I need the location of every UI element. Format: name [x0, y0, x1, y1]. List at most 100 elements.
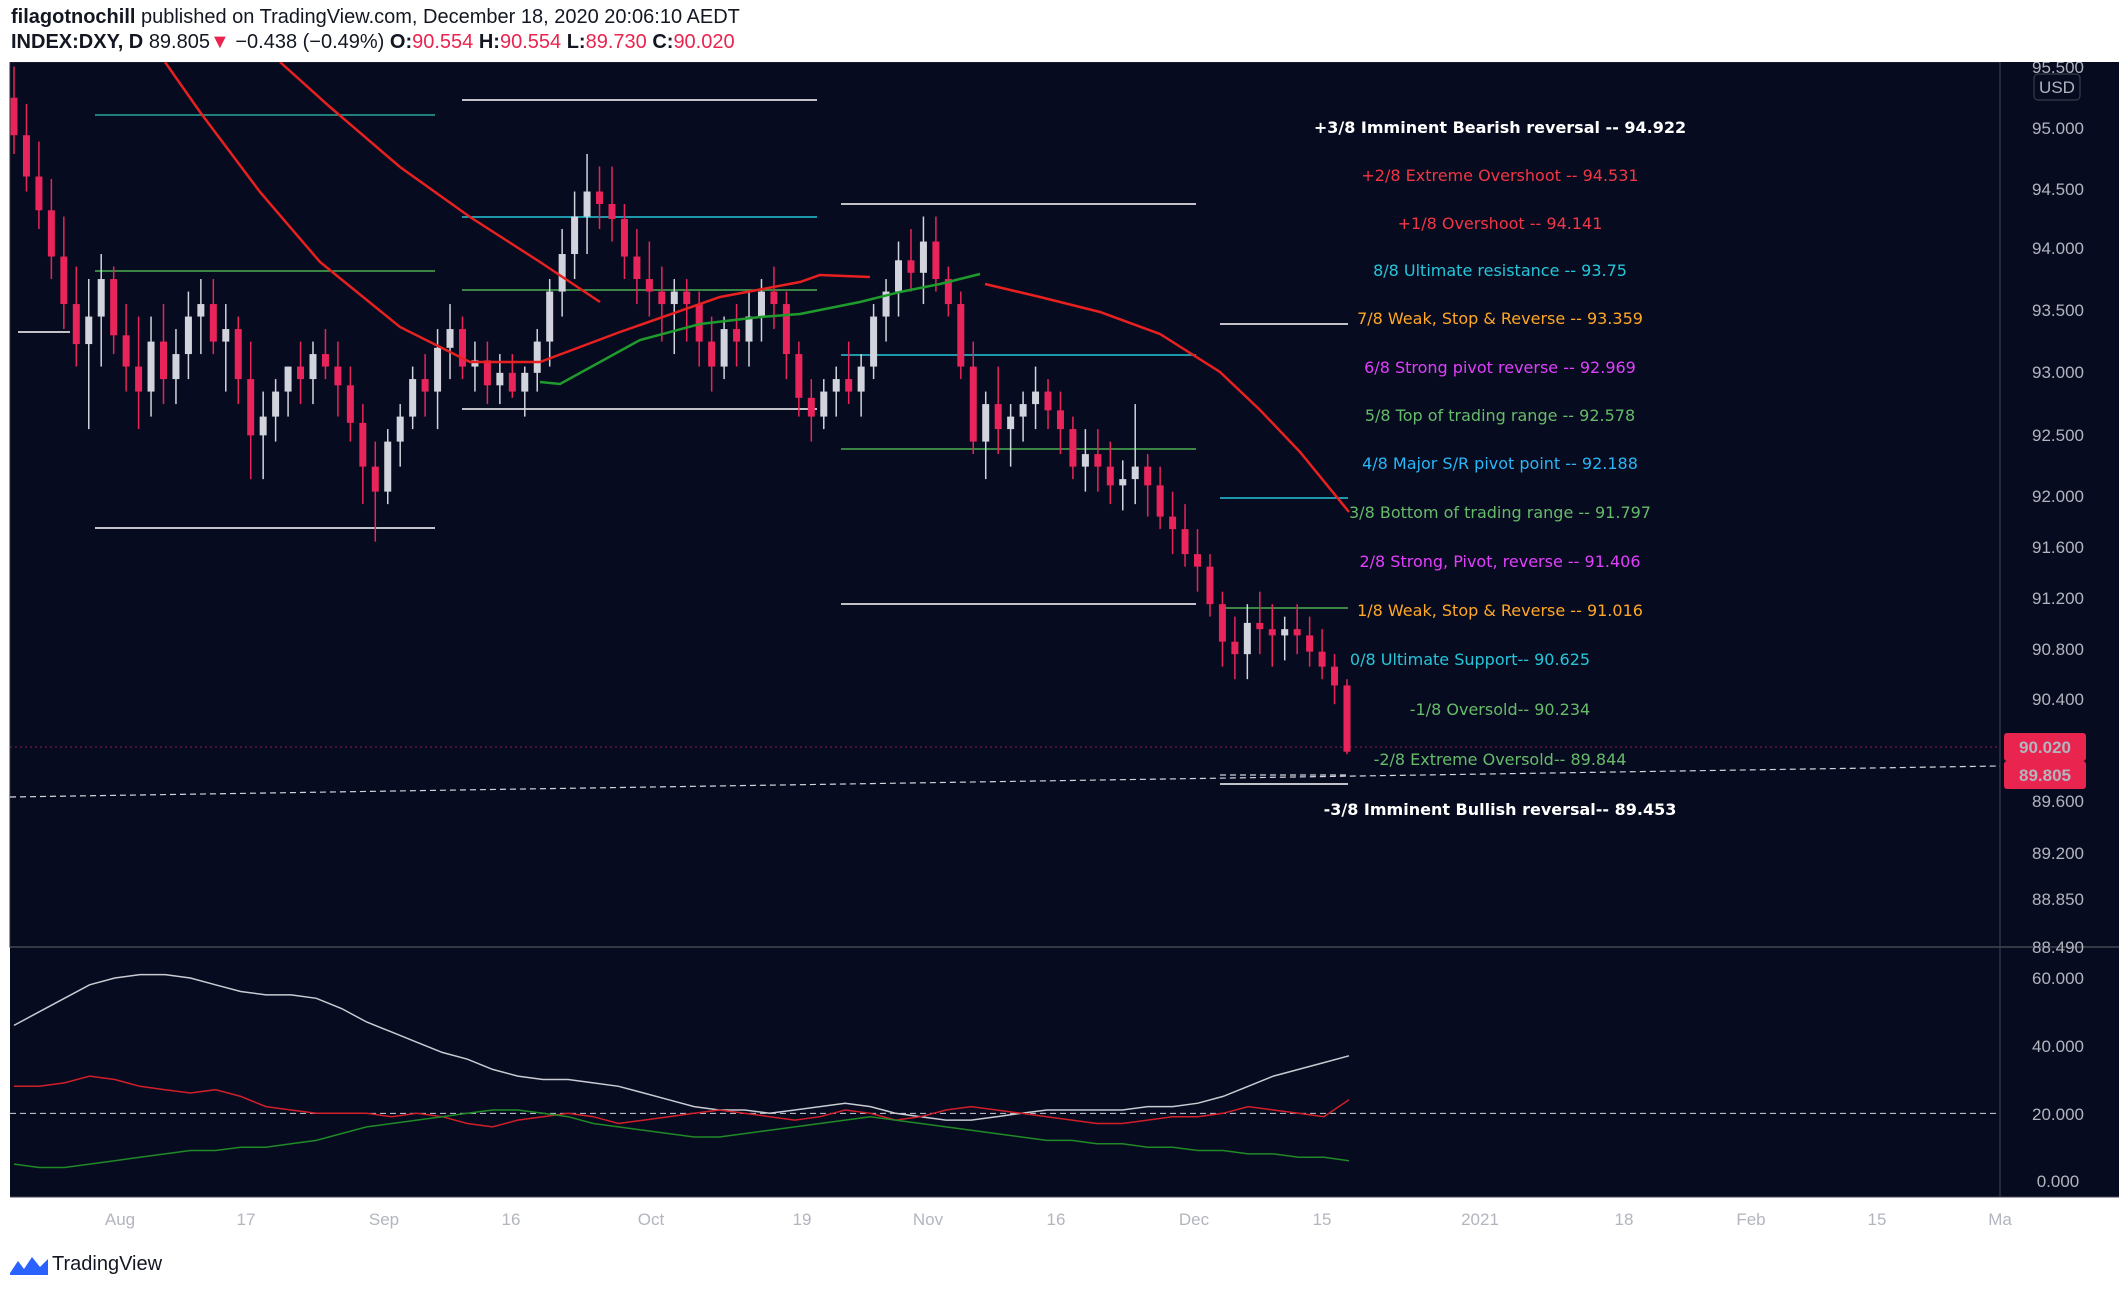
candle	[583, 154, 591, 255]
candle	[1131, 404, 1139, 505]
adx-line	[13, 973, 1350, 1121]
candle-body	[60, 256, 68, 305]
candle	[384, 429, 392, 505]
candle-body	[782, 304, 790, 355]
di-plus-line	[13, 1109, 1350, 1169]
price-axis[interactable]: 95.500 95.000 94.500 94.000 93.500 93.000 92.5…	[2004, 62, 2086, 957]
candle-body	[608, 204, 616, 220]
candle-body	[284, 366, 292, 392]
candle-body	[359, 422, 367, 467]
candle	[795, 341, 803, 417]
time-axis[interactable]: Aug 17 Sep 16 Oct 19 Nov 16 Dec 15 2021 18 Feb 15 Ma	[105, 1210, 2012, 1229]
dashed-trend-line	[9, 765, 2001, 798]
price-tick-label: 94.500	[2032, 180, 2084, 199]
candle	[620, 204, 628, 280]
symbol-label[interactable]: INDEX:DXY, D	[11, 31, 144, 53]
candle	[321, 329, 329, 380]
candle-body	[147, 341, 155, 392]
price-tag-label: 90.020	[2019, 738, 2071, 757]
open-value: 90.554	[412, 31, 474, 53]
tradingview-logo-icon[interactable]	[10, 1253, 50, 1277]
candle-body	[396, 416, 404, 442]
candle-body	[85, 316, 93, 345]
candle-body	[695, 304, 703, 342]
candle	[969, 341, 977, 455]
currency-badge[interactable]	[2033, 73, 2081, 101]
price-tick-label: 93.000	[2032, 363, 2084, 382]
candle	[658, 266, 666, 342]
price-tag	[2004, 761, 2086, 789]
candle-body	[1181, 529, 1189, 555]
time-tick-label: Nov	[913, 1210, 944, 1229]
candle	[1032, 366, 1040, 430]
candle-body	[122, 335, 130, 367]
high-label: H:	[478, 31, 500, 53]
candle-body	[1106, 466, 1114, 486]
chart-canvas[interactable]: +3/8 Imminent Bearish reversal -- 94.922…	[0, 62, 2119, 1240]
candle-body	[1206, 566, 1214, 605]
candle-body	[1293, 629, 1301, 636]
indicator-tick-label: 40.000	[2032, 1037, 2084, 1056]
candle	[1119, 460, 1127, 511]
price-tick-label: 95.500	[2032, 62, 2084, 77]
candle	[807, 379, 815, 442]
candle	[546, 279, 554, 367]
candle	[670, 279, 678, 355]
level-label: 6/8 Strong pivot reverse -- 92.969	[1364, 358, 1636, 377]
chart-background	[10, 62, 2119, 1197]
time-tick-label: 19	[793, 1210, 812, 1229]
candle-body	[97, 279, 105, 317]
candle	[284, 366, 292, 417]
candle-body	[222, 329, 230, 342]
candle	[334, 341, 342, 417]
candle	[1268, 604, 1276, 667]
di-minus-line	[14, 1075, 1350, 1128]
candle-body	[1032, 391, 1040, 405]
candle-body	[521, 372, 529, 392]
candle	[371, 441, 379, 542]
candle	[222, 304, 230, 392]
candle	[1094, 429, 1102, 492]
time-tick-label: Dec	[1179, 1210, 1210, 1229]
tradingview-brand[interactable]: TradingView	[52, 1253, 163, 1275]
candle	[60, 216, 68, 330]
candle	[359, 404, 367, 505]
candle-body	[1243, 622, 1251, 655]
candle	[184, 291, 192, 380]
candle-body	[745, 316, 753, 342]
candle	[596, 166, 604, 230]
candle-body	[633, 256, 641, 280]
published-text: published on TradingView.com, December 1…	[135, 6, 740, 28]
price-tick-label: 92.000	[2032, 487, 2084, 506]
price-tick-label: 88.490	[2032, 938, 2084, 957]
candle-body	[1306, 635, 1314, 652]
price-tick-label: 91.200	[2032, 589, 2084, 608]
candle-body	[421, 379, 429, 392]
candle	[1081, 429, 1089, 492]
candle	[1218, 591, 1226, 667]
price-tick-label: 90.800	[2032, 640, 2084, 659]
candle	[1343, 679, 1351, 755]
candle	[346, 366, 354, 442]
candle-body	[458, 329, 466, 367]
candle	[633, 229, 641, 305]
candle	[22, 103, 30, 192]
candle	[895, 241, 903, 317]
candle-body	[969, 366, 977, 442]
candle-body	[1318, 651, 1326, 667]
time-tick-label: 17	[237, 1210, 256, 1229]
candle-body	[1156, 485, 1164, 517]
publisher-name[interactable]: filagotnochill	[11, 6, 136, 28]
price-tick-label: 91.600	[2032, 538, 2084, 557]
candle	[683, 279, 691, 342]
candle	[1206, 554, 1214, 617]
dmi-indicator: 60.000 40.000 20.000 0.000	[10, 969, 2084, 1191]
candle-body	[1218, 604, 1226, 642]
moving-averages	[163, 62, 1350, 513]
last-price: 89.805	[148, 31, 210, 53]
price-tick-label: 89.200	[2032, 844, 2084, 863]
candle-body	[297, 366, 305, 380]
footer: TradingView	[0, 1240, 2119, 1294]
candle	[745, 291, 753, 367]
candle-body	[982, 404, 990, 442]
